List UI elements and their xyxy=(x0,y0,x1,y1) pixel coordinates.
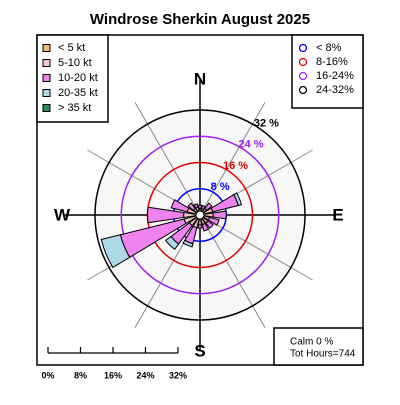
scale-label: 24% xyxy=(136,370,154,380)
sector-segment xyxy=(198,225,202,228)
ring-legend-label: < 8% xyxy=(316,42,342,54)
legend-label: 20-35 kt xyxy=(58,87,98,99)
ring-legend-label: 16-24% xyxy=(316,70,354,82)
sector-segment xyxy=(199,205,202,208)
scale-label: 8% xyxy=(74,370,87,380)
scale-label: 0% xyxy=(41,370,54,380)
legend-swatch xyxy=(43,105,50,112)
legend-swatch xyxy=(43,45,50,52)
scale-label: 32% xyxy=(169,370,187,380)
legend-swatch xyxy=(43,60,50,67)
legend-label: < 5 kt xyxy=(58,42,85,54)
ring-label: 16 % xyxy=(223,160,248,172)
legend-label: 5-10 kt xyxy=(58,57,92,69)
legend-swatch xyxy=(43,90,50,97)
ring-legend-label: 8-16% xyxy=(316,56,348,68)
ring-label: 8 % xyxy=(211,181,230,193)
calm-center xyxy=(196,211,204,219)
legend-label: > 35 kt xyxy=(58,102,91,114)
ring-legend-label: 24-32% xyxy=(316,84,354,96)
ring-label: 32 % xyxy=(254,117,279,129)
legend-label: 10-20 kt xyxy=(58,72,98,84)
scale-label: 16% xyxy=(104,370,122,380)
total-hours: Tot Hours=744 xyxy=(290,349,356,360)
ring-label: 24 % xyxy=(238,139,263,151)
legend-swatch xyxy=(43,75,50,82)
compass-label: N xyxy=(194,69,206,88)
compass-label: S xyxy=(194,341,205,360)
compass-label: W xyxy=(54,205,71,224)
calm-text: Calm 0 % xyxy=(290,337,333,348)
chart-title: Windrose Sherkin August 2025 xyxy=(90,11,310,28)
sector-segment xyxy=(213,211,226,219)
compass-label: E xyxy=(332,205,343,224)
